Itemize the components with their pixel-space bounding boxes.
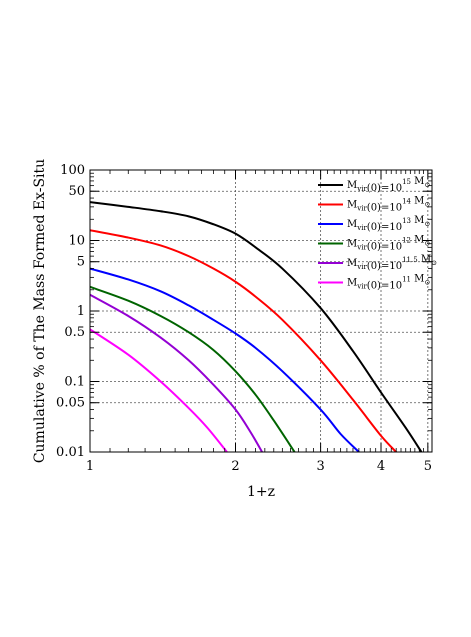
x-tick-label: 4 <box>377 459 385 474</box>
y-tick-label: 100 <box>60 163 85 178</box>
y-tick-label: 10 <box>68 234 85 249</box>
series-lines <box>90 201 423 452</box>
x-tick-label: 2 <box>231 459 239 474</box>
series-line-4 <box>90 293 263 452</box>
y-tick-label: 50 <box>68 184 85 199</box>
axis-ticks <box>89 169 433 453</box>
x-axis-title: 1+z <box>247 484 275 500</box>
y-tick-label: 0.5 <box>64 325 85 340</box>
y-tick-label: 1 <box>77 304 85 319</box>
series-line-3 <box>90 285 296 452</box>
y-tick-label: 5 <box>77 255 85 270</box>
legend-label: Mvir(0)=1014 M⊙ <box>347 196 430 214</box>
legend-label: Mvir(0)=1011 M⊙ <box>347 274 430 292</box>
tick-labels: 0.01 0.05 0.1 0.5 1 5 10 50 100 1 2 3 4 5 <box>56 163 432 474</box>
y-tick-label: 0.01 <box>56 445 85 460</box>
series-line-1 <box>90 229 397 452</box>
legend: Mvir(0)=1015 M⊙Mvir(0)=1014 M⊙Mvir(0)=10… <box>318 176 437 292</box>
series-line-5 <box>90 328 228 452</box>
x-tick-label: 1 <box>86 459 94 474</box>
y-tick-label: 0.1 <box>64 375 85 390</box>
series-line-0 <box>90 201 423 452</box>
y-axis-title: Cumulative % of The Mass Formed Ex-Situ <box>32 159 48 463</box>
x-tick-label: 5 <box>424 459 432 474</box>
legend-label: Mvir(0)=1013 M⊙ <box>347 215 430 233</box>
y-tick-label: 0.05 <box>56 396 85 411</box>
x-tick-label: 3 <box>316 459 324 474</box>
series-line-2 <box>90 267 360 452</box>
legend-label: Mvir(0)=1012 M⊙ <box>347 235 430 253</box>
legend-label: Mvir(0)=1011.5 M⊙ <box>347 254 437 272</box>
legend-label: Mvir(0)=1015 M⊙ <box>347 176 430 194</box>
